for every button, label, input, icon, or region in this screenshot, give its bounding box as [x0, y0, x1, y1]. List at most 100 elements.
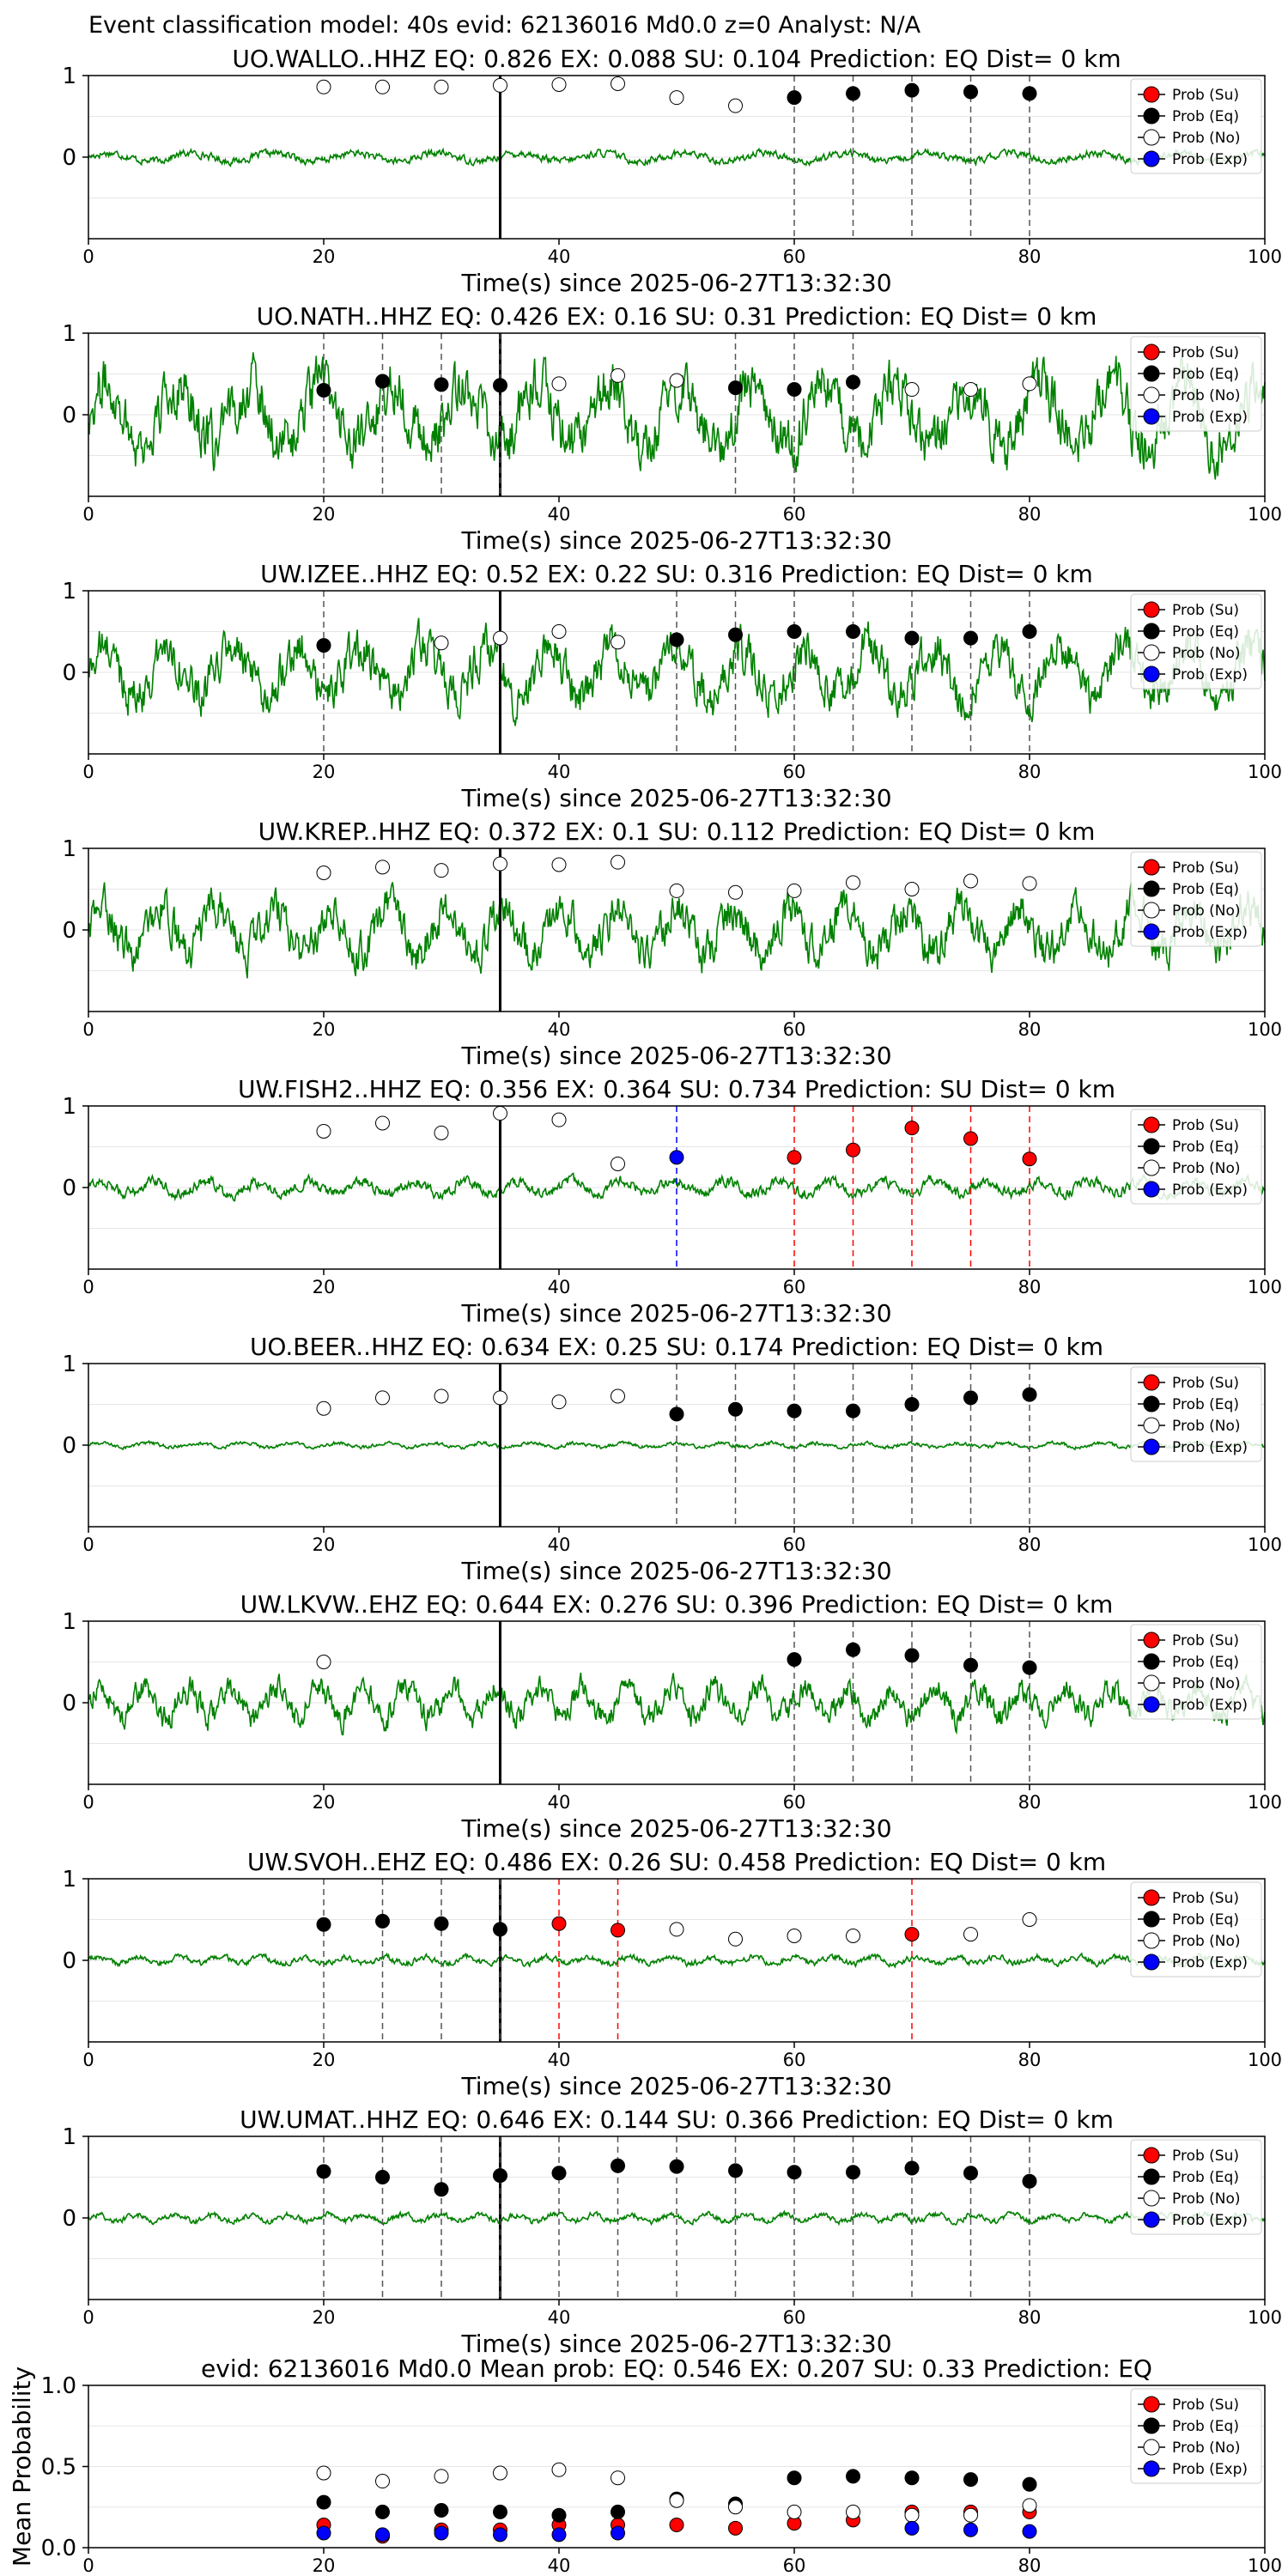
x-tick-label: 100 — [1248, 1792, 1282, 1813]
prob-marker-eq — [434, 1916, 449, 1931]
x-tick-label: 0 — [82, 504, 94, 525]
legend-marker-su — [1143, 1631, 1160, 1649]
y-axis-label: Mean Probability — [8, 2366, 36, 2567]
x-axis-label: Time(s) since 2025-06-27T13:32:30 — [460, 2330, 891, 2358]
prob-marker-eq — [787, 1652, 802, 1668]
prob-marker-no — [728, 1931, 743, 1947]
prob-marker-no — [316, 1655, 331, 1669]
mean-prob-marker-exp — [963, 2522, 978, 2537]
panel-1: UO.WALLO..HHZ EQ: 0.826 EX: 0.088 SU: 0.… — [62, 45, 1282, 297]
y-tick-label: 0.5 — [41, 2455, 76, 2481]
y-tick-label: 0 — [62, 1691, 76, 1716]
prob-marker-exp — [669, 1150, 684, 1165]
mean-prob-marker-no — [375, 2474, 390, 2489]
prob-marker-eq — [963, 2166, 978, 2181]
prob-marker-eq — [787, 382, 802, 398]
prob-marker-eq — [493, 1922, 507, 1937]
prob-marker-no — [611, 854, 625, 870]
legend-label-su: Prob (Su) — [1172, 860, 1239, 877]
prob-marker-no — [728, 98, 743, 113]
y-tick-label: 1 — [62, 1867, 76, 1893]
legend-marker-eq — [1143, 1395, 1160, 1413]
prob-marker-no — [611, 1156, 625, 1171]
prob-marker-eq — [1022, 86, 1037, 101]
x-tick-label: 60 — [783, 2050, 806, 2070]
prob-marker-no — [551, 76, 567, 92]
prob-marker-eq — [904, 630, 920, 646]
x-tick-label: 40 — [548, 1534, 571, 1555]
mean-prob-marker-no — [846, 2504, 860, 2519]
legend-marker-eq — [1143, 1653, 1160, 1670]
legend-label-su: Prob (Su) — [1172, 602, 1239, 619]
panel-title: UO.NATH..HHZ EQ: 0.426 EX: 0.16 SU: 0.31… — [257, 302, 1097, 331]
mean-prob-marker-no — [787, 2504, 802, 2519]
prob-marker-no — [434, 79, 449, 94]
waveform-trace — [88, 147, 1266, 167]
prob-marker-no — [375, 1390, 390, 1406]
y-tick-label: 1 — [62, 2124, 76, 2150]
y-tick-label: 0 — [62, 918, 76, 944]
legend-marker-su — [1143, 86, 1160, 103]
legend-label-no: Prob (No) — [1172, 2439, 1241, 2457]
x-tick-label: 80 — [1018, 1277, 1042, 1297]
mean-prob-marker-exp — [375, 2527, 390, 2543]
legend-box — [1130, 2139, 1262, 2235]
y-tick-label: 1 — [62, 1609, 76, 1635]
x-axis-label: Time(s) since 2025-06-27T13:32:30 — [460, 1042, 891, 1070]
legend-label-su: Prob (Su) — [1172, 87, 1239, 104]
legend-marker-no — [1143, 1159, 1160, 1176]
legend-label-no: Prob (No) — [1172, 1933, 1241, 1950]
prob-marker-su — [904, 1121, 920, 1136]
panel-title: UW.KREP..HHZ EQ: 0.372 EX: 0.1 SU: 0.112… — [258, 817, 1096, 846]
legend-marker-su — [1143, 1116, 1160, 1133]
x-tick-label: 0 — [82, 246, 94, 267]
legend-marker-exp — [1143, 2460, 1160, 2477]
x-tick-label: 0 — [82, 1792, 94, 1813]
prob-marker-eq — [375, 1913, 390, 1929]
prob-marker-eq — [846, 1403, 860, 1419]
prob-marker-no — [316, 1123, 331, 1139]
legend-label-su: Prob (Su) — [1172, 344, 1239, 361]
mean-prob-marker-no — [1022, 2498, 1037, 2513]
x-tick-label: 100 — [1248, 1277, 1282, 1297]
y-tick-label: 0 — [62, 1948, 76, 1974]
y-tick-label: 0 — [62, 660, 76, 686]
x-tick-label: 20 — [313, 1792, 336, 1813]
x-tick-label: 20 — [313, 1019, 336, 1040]
x-tick-label: 100 — [1248, 2050, 1282, 2070]
prob-marker-no — [611, 1388, 625, 1404]
prob-marker-eq — [1022, 624, 1037, 639]
mean-prob-marker-eq — [846, 2469, 860, 2484]
legend-label-eq: Prob (Eq) — [1172, 1396, 1239, 1413]
prob-marker-eq — [846, 374, 860, 390]
prob-marker-eq — [846, 1642, 860, 1657]
prob-marker-eq — [316, 638, 331, 653]
prob-marker-no — [551, 857, 567, 872]
x-tick-label: 40 — [548, 2555, 571, 2576]
prob-marker-eq — [963, 1390, 978, 1406]
mean-prob-marker-eq — [787, 2470, 802, 2486]
panel-title: UW.LKVW..EHZ EQ: 0.644 EX: 0.276 SU: 0.3… — [240, 1590, 1114, 1619]
x-axis-label: Time(s) since 2025-06-27T13:32:30 — [460, 1299, 891, 1327]
x-tick-label: 20 — [313, 1534, 336, 1555]
prob-marker-eq — [434, 2182, 449, 2197]
x-tick-label: 100 — [1248, 246, 1282, 267]
prob-marker-no — [904, 382, 920, 398]
prob-marker-no — [434, 1125, 449, 1140]
x-tick-label: 40 — [548, 246, 571, 267]
prob-marker-no — [493, 77, 507, 93]
prob-marker-no — [493, 630, 507, 646]
y-tick-label: 0 — [62, 145, 76, 171]
mean-prob-marker-eq — [551, 2507, 567, 2523]
prob-marker-eq — [493, 378, 507, 393]
legend-label-no: Prob (No) — [1172, 387, 1241, 404]
x-tick-label: 80 — [1018, 2307, 1042, 2328]
x-axis-label: Time(s) since 2025-06-27T13:32:30 — [460, 1557, 891, 1585]
y-tick-label: 0 — [62, 1176, 76, 1201]
legend-box — [1130, 1881, 1262, 1978]
legend-box — [1130, 851, 1262, 947]
prob-marker-su — [787, 1150, 802, 1165]
prob-marker-no — [551, 1394, 567, 1410]
legend-label-eq: Prob (Eq) — [1172, 2169, 1239, 2186]
